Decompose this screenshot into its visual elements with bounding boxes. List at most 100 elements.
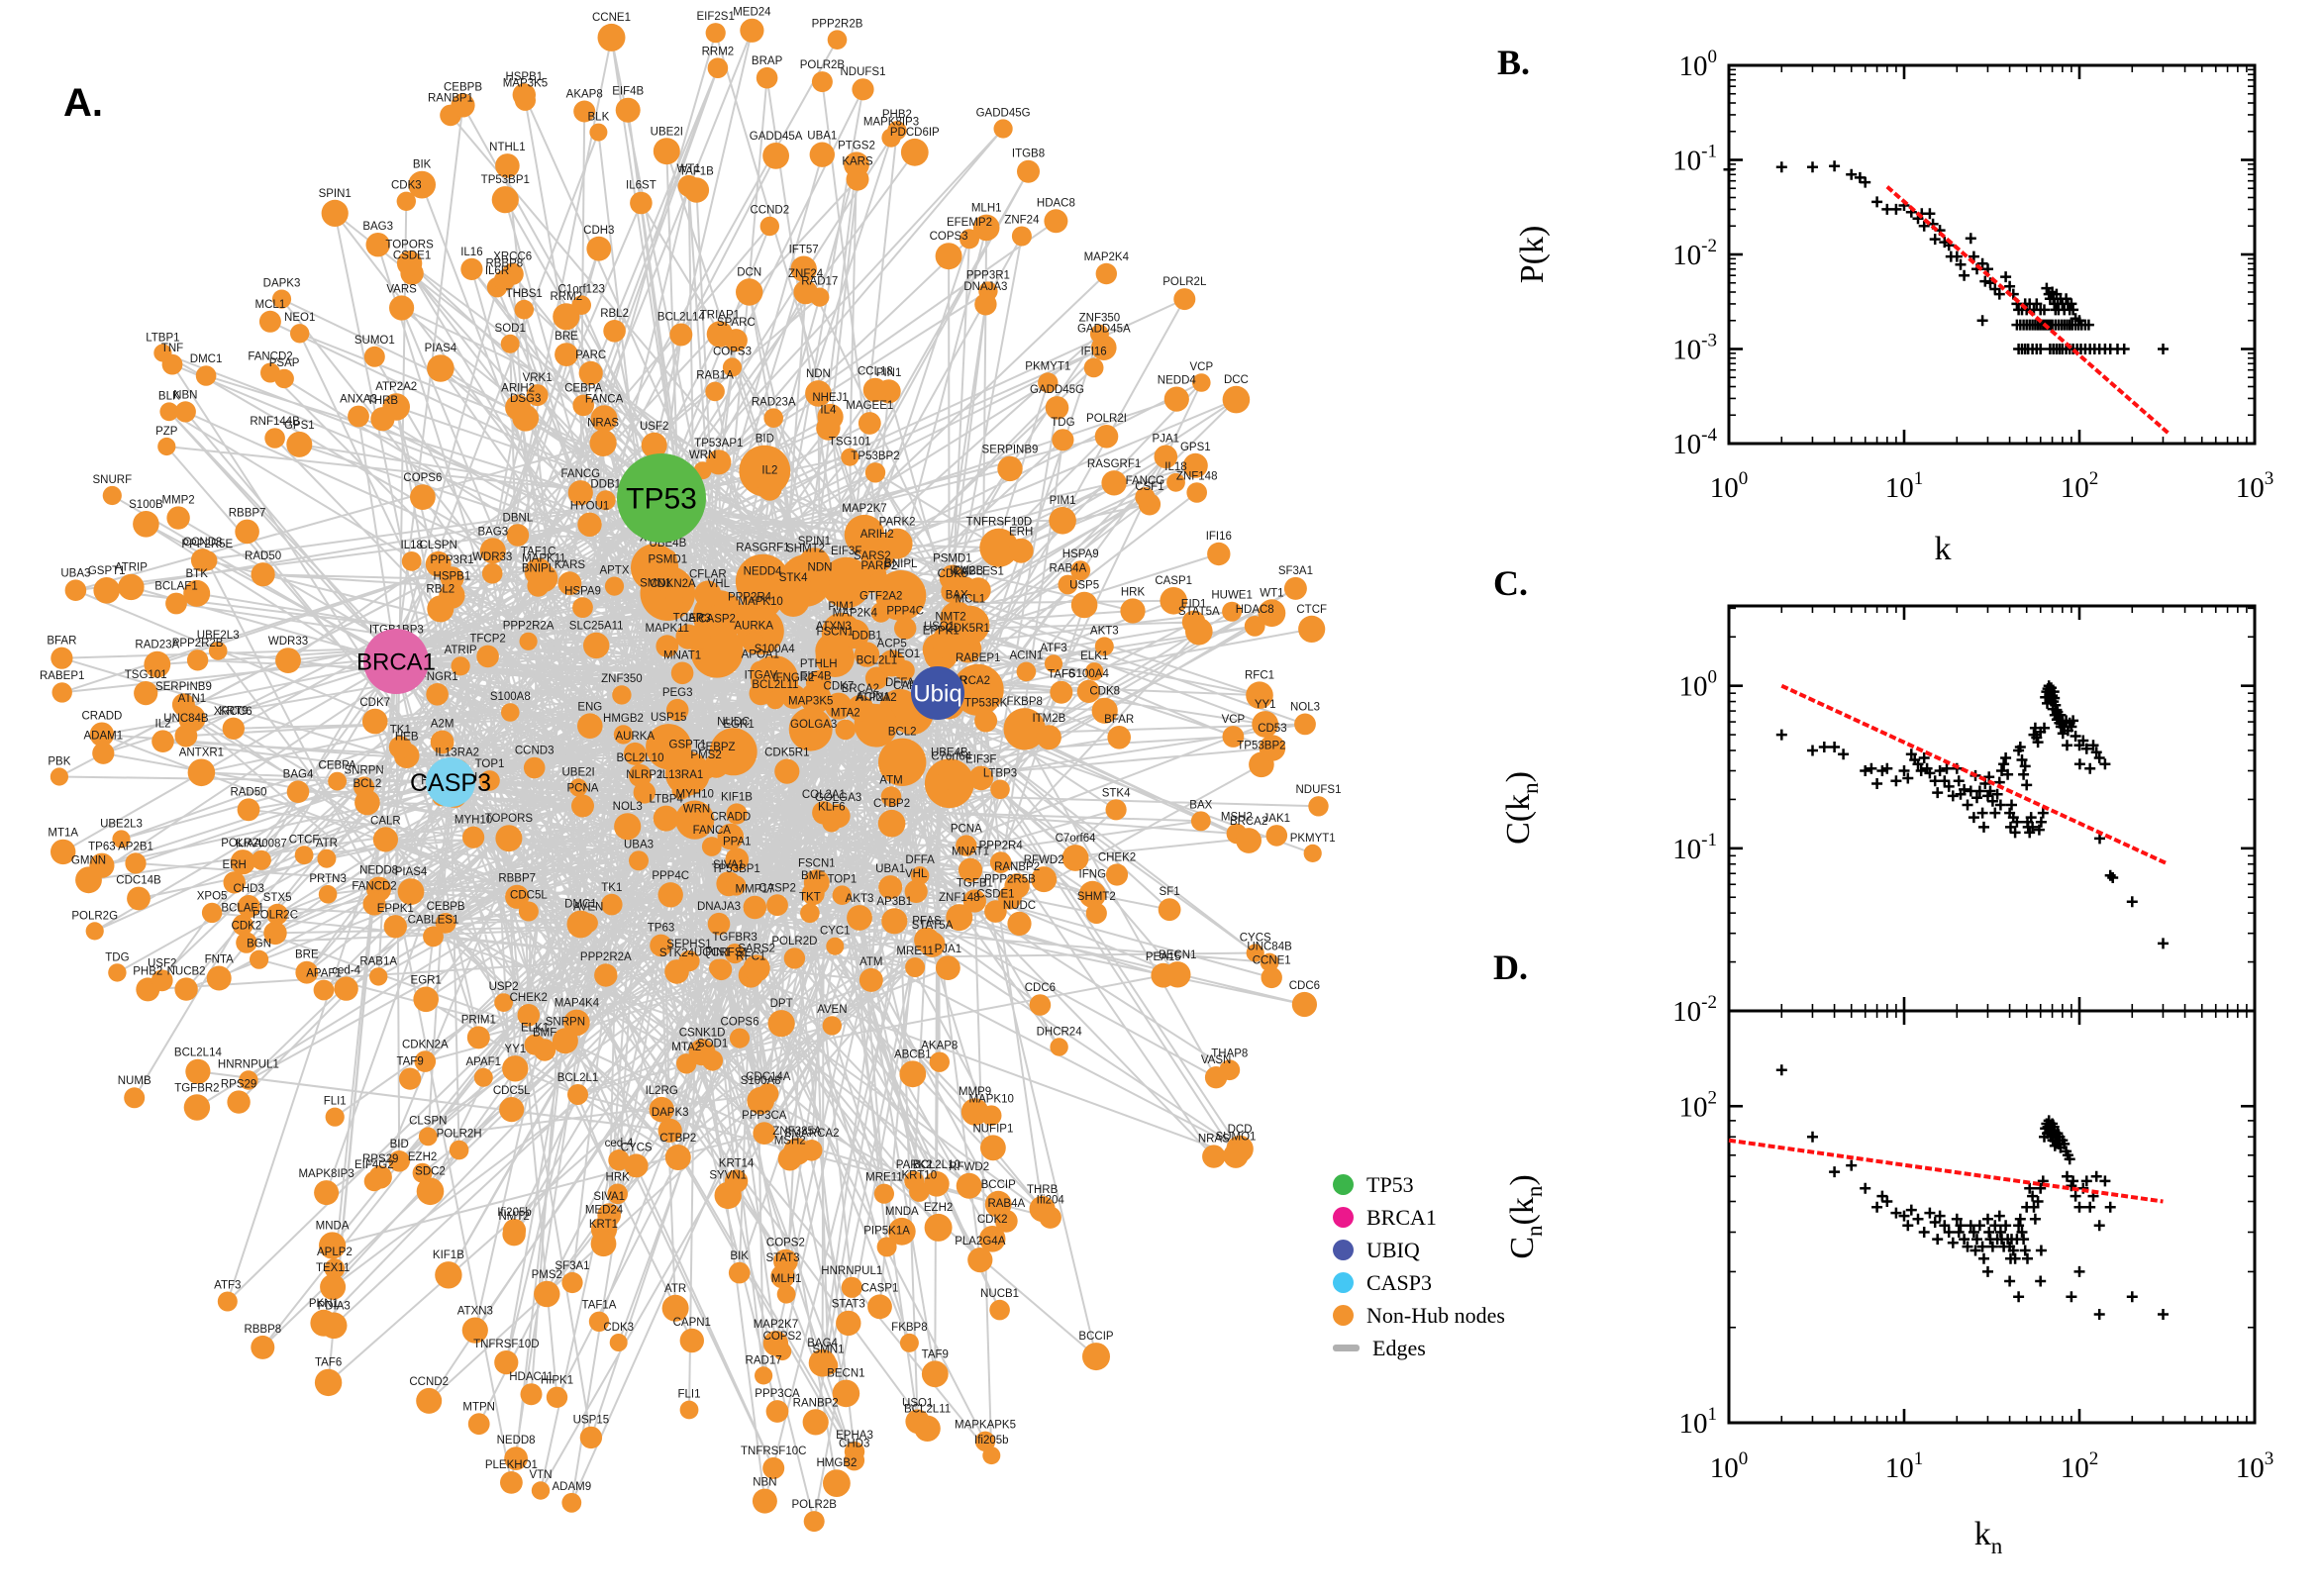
gene-label: MMP2 [161, 495, 194, 507]
gene-label: FANCD2 [352, 881, 396, 893]
network-node [567, 1084, 588, 1105]
gene-label: MAP4K4 [555, 998, 600, 1010]
gene-label: PPP2R2A [580, 951, 632, 963]
network-node [765, 1400, 789, 1423]
gene-label: RAD23A [752, 396, 796, 408]
network-node [590, 405, 618, 433]
gene-label: BLK [158, 390, 180, 402]
network-node [790, 255, 817, 282]
network-node [589, 123, 608, 142]
network-node [1050, 1038, 1068, 1056]
gene-label: SIVA1 [713, 859, 745, 871]
gene-label: BCL2L14 [657, 312, 706, 324]
network-node [1120, 598, 1146, 624]
gene-label: Ifi205b [974, 1435, 1009, 1446]
legend-label-brca1: BRCA1 [1366, 1204, 1437, 1230]
network-node [946, 904, 973, 932]
gene-label: STK24 [659, 948, 695, 959]
network-node [206, 965, 232, 991]
network-node [802, 1409, 829, 1436]
gene-label: IER3 [685, 613, 711, 625]
gene-label: APTX [599, 565, 629, 577]
gene-label: FLI1 [324, 1096, 347, 1108]
network-node [295, 960, 319, 984]
network-node [118, 573, 145, 601]
gene-label: BCL2L1 [557, 1072, 599, 1084]
gene-label: ZNF350 [601, 673, 643, 685]
network-node [604, 576, 625, 596]
network-node [1252, 711, 1279, 738]
network-node [601, 893, 623, 916]
gene-label: JAK1 [1263, 813, 1291, 825]
gene-label: BRE [295, 949, 319, 961]
gene-label: SYVN1 [709, 1170, 747, 1182]
gene-label: AKT3 [846, 893, 874, 905]
network-node [286, 431, 313, 457]
gene-label: IL2 [761, 465, 777, 477]
axis-ticks [1727, 1011, 2257, 1425]
network-node [1246, 681, 1273, 709]
gene-label: MSH2 [774, 1136, 806, 1147]
gene-label: PPP2R2A [503, 621, 555, 633]
network-node [157, 437, 176, 456]
gene-label: TGFBR3 [712, 932, 757, 944]
network-node [174, 977, 198, 1001]
gene-label: IL18 [1164, 461, 1186, 473]
plot-box [1727, 1009, 2257, 1425]
network-node [924, 1213, 953, 1242]
network-node [410, 484, 436, 510]
gene-label: PRTN3 [309, 873, 347, 885]
gene-label: CDK2 [232, 921, 262, 933]
network-node [876, 1237, 897, 1257]
gene-label: LTBP1 [146, 332, 179, 344]
network-node [767, 1010, 795, 1038]
gene-label: CTCF [1296, 604, 1327, 616]
gene-label: BIK [413, 159, 432, 171]
gene-label: SERPINB9 [982, 445, 1039, 456]
gene-label: GSPT1 [88, 565, 126, 577]
network-node [904, 879, 928, 904]
network-node [590, 1231, 617, 1257]
tick-label: 103 [2236, 468, 2274, 504]
network-node [935, 243, 962, 270]
network-node [707, 57, 729, 78]
network-node [451, 93, 475, 118]
gene-label: STX5 [263, 892, 292, 904]
gene-label: THRB [1027, 1184, 1059, 1196]
network-node [93, 577, 120, 604]
network-node [624, 1153, 649, 1178]
gene-label: PPP3CA [742, 1110, 787, 1122]
gene-label: BAG3 [477, 526, 508, 538]
gene-label: MAPK10 [738, 596, 782, 608]
gene-label: ACP5 [877, 639, 907, 650]
gene-label: VRK1 [523, 372, 553, 384]
network-node [840, 619, 870, 649]
gene-label: YY1 [1255, 699, 1276, 711]
gene-label: ITM2B [1032, 713, 1065, 725]
gene-label: MAPK11 [522, 552, 566, 564]
gene-label: NRAS [1198, 1133, 1230, 1145]
network-node [495, 825, 523, 852]
gene-label: TP53BP1 [481, 174, 530, 186]
gene-label: PIAS4 [395, 866, 428, 878]
network-node [735, 553, 790, 609]
gene-label: NTHL1 [489, 142, 525, 153]
gene-label: SOD1 [495, 323, 526, 335]
gene-label: FSCN1 [798, 857, 836, 869]
gene-label: ATM [859, 956, 882, 968]
gene-label: POLR2I [1086, 413, 1127, 425]
gene-label: PDIA3 [318, 1301, 351, 1313]
gene-label: BAG4 [283, 768, 314, 780]
gene-label: RFC1 [736, 950, 765, 962]
gene-label: PKMYT1 [1290, 833, 1336, 845]
gene-label: PZP [155, 426, 178, 438]
network-node [762, 1331, 789, 1356]
network-node [85, 922, 104, 941]
network-node [800, 903, 820, 924]
gene-label: NUFIP1 [972, 1123, 1013, 1135]
gene-label: ATR [664, 1283, 686, 1295]
network-node [1016, 661, 1037, 682]
gene-label: ATXN3 [816, 621, 852, 633]
gene-label: CCND3 [515, 746, 555, 757]
network-node [1246, 944, 1264, 962]
